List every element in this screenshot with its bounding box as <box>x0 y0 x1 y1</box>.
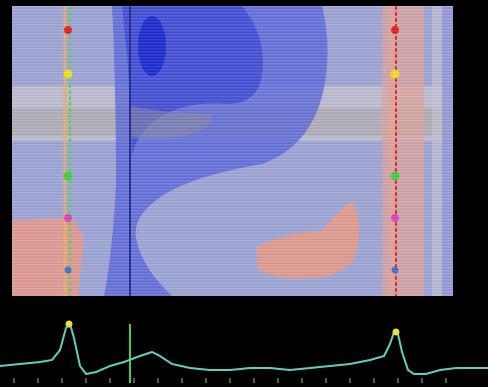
right-marker-magenta[interactable] <box>391 214 399 222</box>
salmon-region-left <box>12 218 84 296</box>
deep-blue-core <box>138 16 166 76</box>
left-marker-magenta[interactable] <box>64 214 72 222</box>
right-marker-green[interactable] <box>390 171 400 181</box>
activation-map <box>12 6 453 296</box>
peak-marker-left[interactable] <box>65 320 73 328</box>
left-marker-yellow[interactable] <box>63 69 73 79</box>
gray-shadow <box>130 106 212 138</box>
ecg-trace <box>0 320 488 383</box>
left-marker-red[interactable] <box>64 26 72 34</box>
salmon-blob <box>257 202 360 279</box>
ecg-waveform <box>0 322 488 376</box>
peak-marker-right[interactable] <box>392 328 400 336</box>
right-marker-yellow[interactable] <box>390 69 400 79</box>
right-marker-blue[interactable] <box>391 266 399 274</box>
activation-map-panel[interactable] <box>12 6 453 296</box>
right-edge-blue <box>442 6 453 296</box>
salmon-strip-right <box>382 6 424 296</box>
time-ticks <box>13 378 447 383</box>
ecg-trace-panel[interactable] <box>0 300 488 383</box>
left-marker-green[interactable] <box>63 171 73 181</box>
left-marker-blue[interactable] <box>64 266 72 274</box>
right-marker-red[interactable] <box>391 26 399 34</box>
